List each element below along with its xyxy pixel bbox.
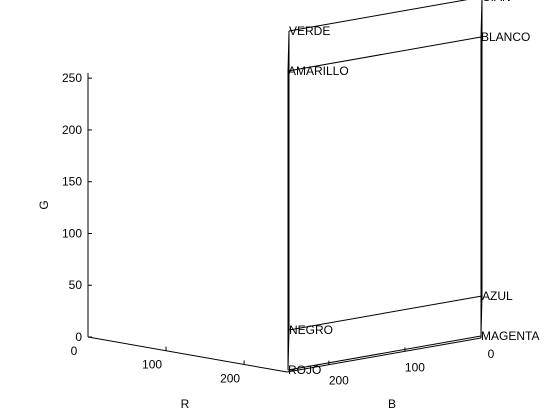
axes: 0 50 100 150 200 250 0 100 200 0 100 200: [62, 71, 495, 387]
vertex-label-rojo: ROJO: [288, 363, 321, 377]
edge-verde-cian: [288, 0, 468, 32]
vertex-label-negro: NEGRO: [289, 323, 333, 337]
vertex-label-magenta: MAGENTA: [481, 329, 539, 343]
g-tick-label: 200: [62, 123, 82, 137]
b-axis-label: B: [388, 397, 396, 411]
g-tick-label: 0: [75, 330, 82, 344]
g-tick-label: 150: [62, 175, 82, 189]
r-tick-label: 200: [220, 371, 240, 385]
r-axis-label: R: [181, 397, 190, 411]
vertex-labels: NEGRO ROJO VERDE AZUL AMARILLO CIAN MAGENTA BLA…: [288, 0, 539, 377]
b-tick-label: 0: [488, 347, 495, 361]
r-tick-label: 0: [71, 344, 78, 358]
g-axis-label: G: [37, 200, 51, 209]
g-tick-label: 250: [62, 71, 82, 85]
b-tick-label: 200: [329, 374, 349, 388]
edge-amarillo-blanco: [287, 36, 482, 72]
vertex-label-cian: CIAN: [482, 0, 511, 4]
edge-verde-amarillo: [287, 30, 290, 72]
edge-cian-blanco: [480, 0, 483, 38]
cube-edges: [287, 0, 483, 371]
vertex-label-verde: VERDE: [289, 24, 330, 38]
g-tick-label: 50: [69, 278, 83, 292]
g-tick-label: 100: [62, 226, 82, 240]
vertex-label-blanco: BLANCO: [481, 30, 530, 44]
vertex-label-azul: AZUL: [482, 289, 513, 303]
vertex-label-amarillo: AMARILLO: [288, 64, 349, 78]
edge-rojo-magenta: [287, 335, 482, 371]
r-axis-line: [87, 336, 288, 373]
b-axis-line: [286, 337, 482, 373]
r-tick-label: 100: [142, 358, 162, 372]
edge-negro-azul: [288, 295, 483, 331]
b-tick-label: 100: [405, 360, 425, 374]
